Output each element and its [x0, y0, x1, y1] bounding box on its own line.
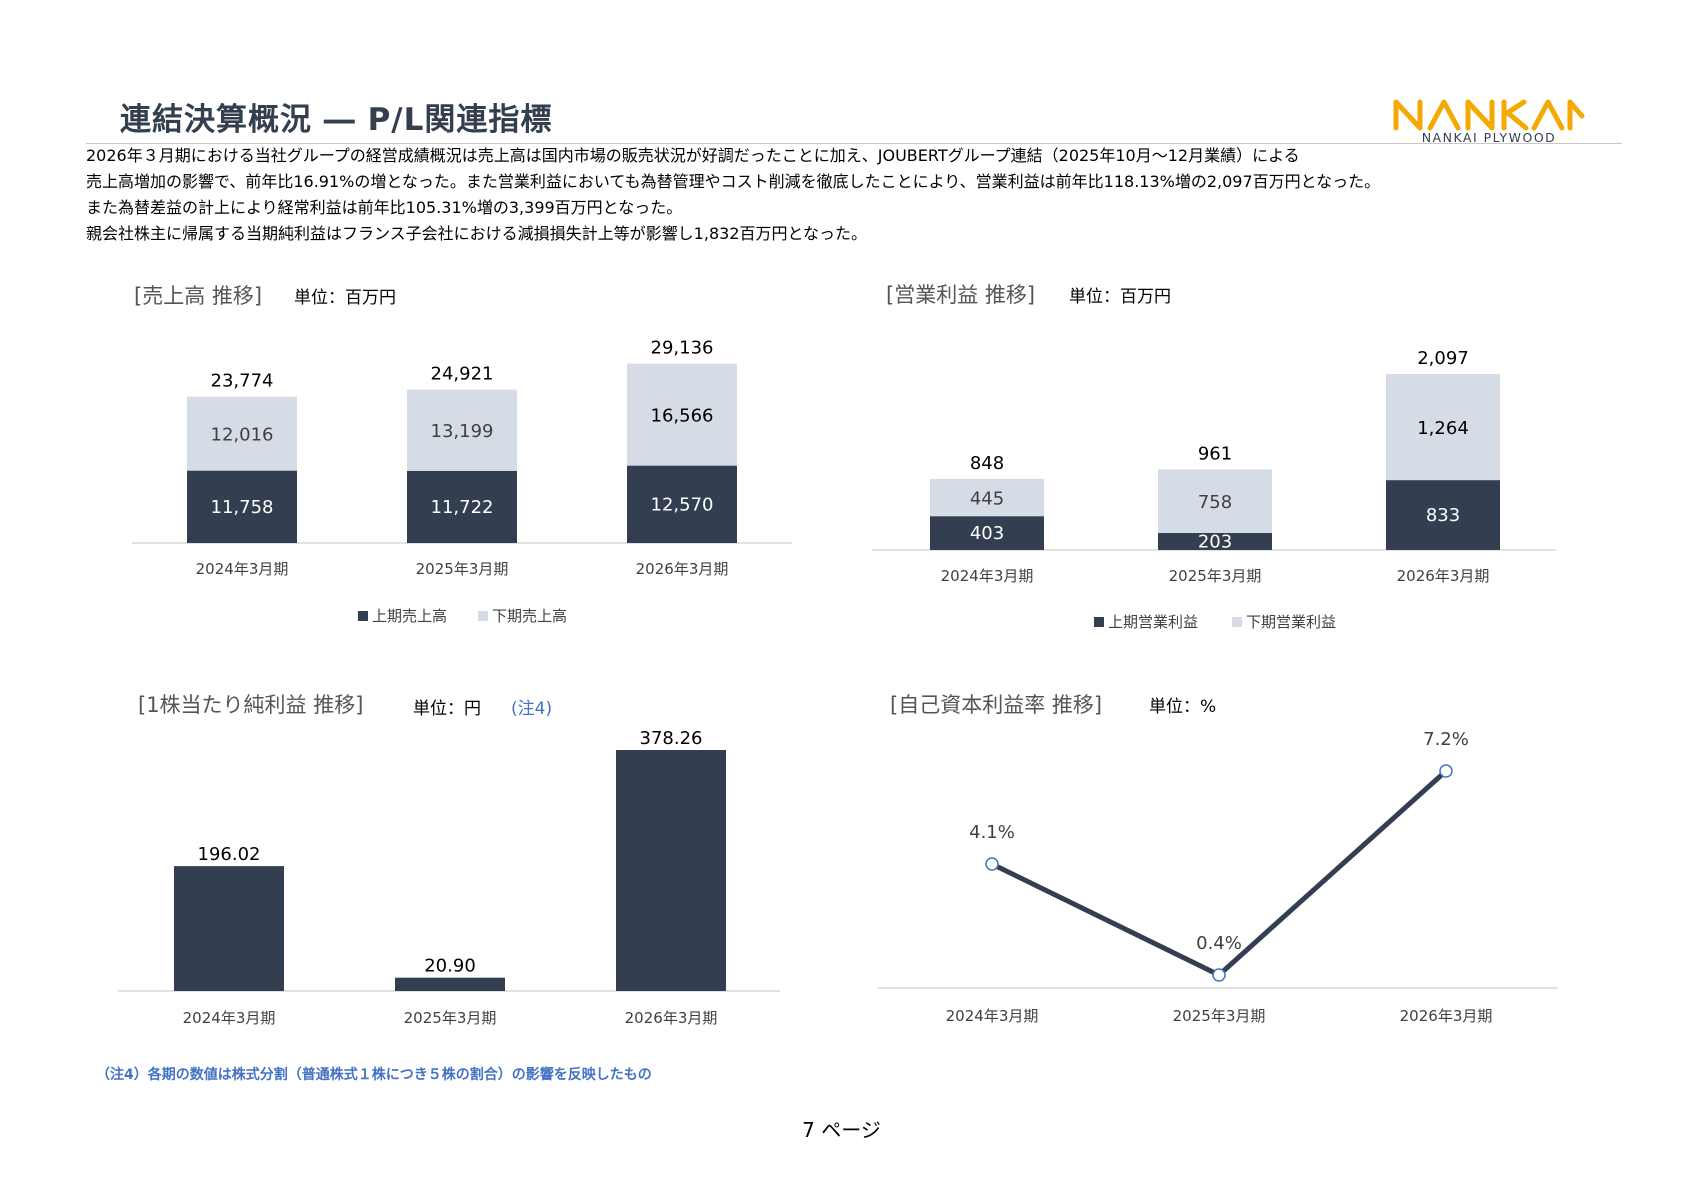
- data-label: 0.4%: [1196, 933, 1242, 954]
- data-label: 445: [970, 489, 1004, 510]
- total-label: 2,097: [1417, 348, 1469, 369]
- data-label: 16,566: [651, 406, 714, 427]
- page-title: 連結決算概況 ― P/L関連指標: [120, 102, 553, 138]
- data-label: 758: [1198, 492, 1232, 513]
- x-tick-label: 2025年3月期: [1169, 567, 1262, 585]
- bar-segment-second-half: [187, 396, 297, 471]
- x-tick-label: 2025年3月期: [416, 560, 509, 578]
- x-tick-label: 2024年3月期: [941, 567, 1034, 585]
- bar-segment-first-half: [1158, 532, 1272, 550]
- total-label: 24,921: [431, 364, 494, 385]
- data-point: [1439, 764, 1453, 778]
- nankai-plywood-logo: NANKAI PLYWOOD: [1393, 99, 1585, 145]
- bar-segment-second-half: [930, 478, 1044, 517]
- bar-segment-first-half: [627, 465, 737, 543]
- op-unit-label: 単位：百万円: [1069, 287, 1171, 307]
- total-label: 23,774: [211, 371, 274, 392]
- bar-segment-first-half: [187, 470, 297, 543]
- data-label: 11,758: [211, 497, 274, 518]
- logo-text: NANKAI PLYWOOD: [1422, 130, 1557, 145]
- bar-segment-first-half: [407, 470, 517, 543]
- x-tick-label: 2024年3月期: [183, 1009, 276, 1027]
- x-tick-label: 2024年3月期: [196, 560, 289, 578]
- legend-swatch: [1232, 617, 1242, 627]
- eps-note-ref: (注4): [511, 699, 553, 719]
- data-label: 196.02: [198, 844, 261, 865]
- bar-segment-second-half: [1386, 374, 1500, 481]
- data-label: 11,722: [431, 497, 494, 518]
- bar-segment-second-half: [627, 363, 737, 466]
- op-chart-heading: [営業利益 推移]: [886, 283, 1036, 307]
- data-point: [985, 857, 999, 871]
- x-tick-label: 2026年3月期: [1400, 1007, 1493, 1025]
- summary-line: また為替差益の計上により経常利益は前年比105.31%増の3,399百万円となっ…: [86, 198, 683, 217]
- eps-chart-heading: [1株当たり純利益 推移]: [138, 693, 364, 717]
- legend-label: 下期営業利益: [1246, 613, 1336, 631]
- data-label: 403: [970, 523, 1004, 544]
- legend-label: 上期営業利益: [1108, 613, 1198, 631]
- total-label: 961: [1198, 443, 1232, 464]
- data-label: 7.2%: [1423, 729, 1469, 750]
- legend-label: 下期売上高: [492, 607, 567, 625]
- data-point: [1212, 968, 1226, 982]
- sales-unit-label: 単位：百万円: [294, 288, 396, 308]
- x-tick-label: 2025年3月期: [1173, 1007, 1266, 1025]
- data-label: 1,264: [1417, 418, 1469, 439]
- sales-chart-heading: [売上高 推移]: [134, 284, 263, 308]
- bar-segment-second-half: [407, 389, 517, 471]
- x-tick-label: 2026年3月期: [636, 560, 729, 578]
- x-tick-label: 2026年3月期: [1397, 567, 1490, 585]
- total-label: 848: [970, 453, 1004, 474]
- data-label: 4.1%: [969, 822, 1015, 843]
- legend-swatch: [358, 611, 368, 621]
- bar: [395, 977, 505, 991]
- summary-line: 売上高増加の影響で、前年比16.91%の増となった。また営業利益においても為替管…: [86, 172, 1381, 191]
- logo-mark-icon: [1393, 99, 1585, 131]
- bar-segment-first-half: [1386, 480, 1500, 550]
- header-divider: [86, 143, 1622, 144]
- bar-segment-second-half: [1158, 469, 1272, 533]
- bar-segment-first-half: [930, 516, 1044, 550]
- x-tick-label: 2024年3月期: [946, 1007, 1039, 1025]
- roe-unit-label: 単位：%: [1149, 697, 1217, 717]
- summary-text: 2026年３月期における当社グループの経営成績概況は売上高は国内市場の販売状況が…: [86, 143, 1646, 247]
- data-label: 203: [1198, 531, 1232, 552]
- footnote: （注4）各期の数値は株式分割（普通株式１株につき５株の割合）の影響を反映したもの: [96, 1067, 652, 1083]
- eps-unit-label: 単位：円: [413, 699, 481, 719]
- bar: [174, 866, 284, 991]
- legend-label: 上期売上高: [372, 607, 447, 625]
- x-tick-label: 2025年3月期: [404, 1009, 497, 1027]
- total-label: 29,136: [651, 338, 714, 359]
- page-number: 7 ページ: [802, 1118, 881, 1142]
- data-label: 12,016: [211, 425, 274, 446]
- data-label: 12,570: [651, 494, 714, 515]
- roe-chart-heading: [自己資本利益率 推移]: [890, 693, 1103, 717]
- legend-swatch: [1094, 617, 1104, 627]
- x-tick-label: 2026年3月期: [625, 1009, 718, 1027]
- data-label: 20.90: [424, 956, 476, 977]
- data-label: 13,199: [431, 421, 494, 442]
- summary-line: 親会社株主に帰属する当期純利益はフランス子会社における減損損失計上等が影響し1,…: [86, 224, 868, 243]
- summary-line: 2026年３月期における当社グループの経営成績概況は売上高は国内市場の販売状況が…: [86, 146, 1300, 165]
- legend-swatch: [478, 611, 488, 621]
- data-label: 378.26: [640, 728, 703, 749]
- bar: [616, 750, 726, 991]
- data-label: 833: [1426, 505, 1460, 526]
